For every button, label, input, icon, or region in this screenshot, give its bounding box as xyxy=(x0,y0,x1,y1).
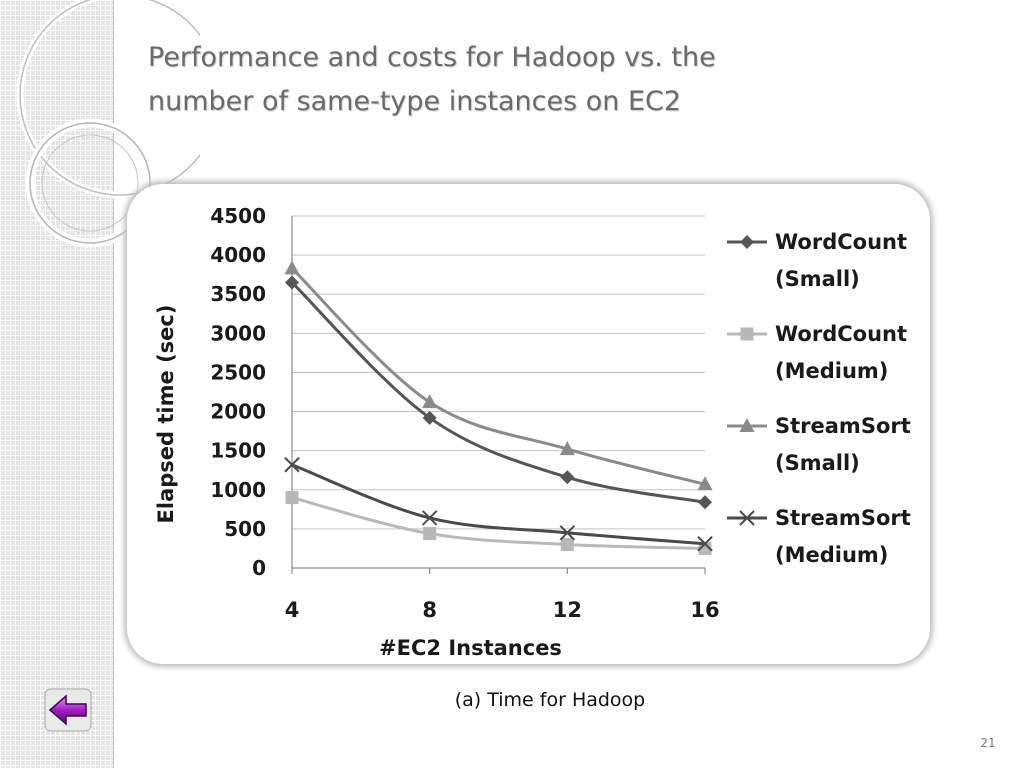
line-chart: 0 500 1000 1500 2000 2500 3000 3500 4000 4500 4 8 12… xyxy=(154,204,911,660)
data-point-series-3 xyxy=(422,394,438,409)
data-point-series-1 xyxy=(285,275,299,290)
legend-label-4: StreamSort xyxy=(775,506,911,530)
y-tick-label: 1500 xyxy=(210,439,266,463)
y-tick-label: 2000 xyxy=(210,400,266,424)
decorative-circles xyxy=(16,0,200,248)
x-tick-label: 8 xyxy=(422,598,437,622)
legend-marker-4 xyxy=(739,510,755,526)
legend-label-3-line-2: (Small) xyxy=(775,451,860,475)
legend-label-1-line-2: (Small) xyxy=(775,267,860,291)
data-point-series-3 xyxy=(284,260,300,275)
y-tick-label: 3500 xyxy=(210,282,266,306)
legend-label-1: WordCount xyxy=(775,230,907,254)
series-line-3 xyxy=(290,267,706,486)
series-line-2 xyxy=(291,496,706,550)
y-tick-label: 500 xyxy=(224,517,266,541)
legend-marker-3 xyxy=(739,418,755,432)
x-tick-label: 12 xyxy=(553,598,582,622)
x-axis-label: #EC2 Instances xyxy=(379,636,562,660)
data-point-series-4 xyxy=(421,510,438,526)
y-tick-label: 2500 xyxy=(210,360,266,384)
y-axis-label: Elapsed time (sec) xyxy=(154,305,178,524)
y-tick-label: 4000 xyxy=(210,243,266,267)
data-point-series-1 xyxy=(560,470,575,485)
data-point-series-4 xyxy=(697,536,713,552)
slide-title: Performance and costs for Hadoop vs. the… xyxy=(148,36,908,124)
slide-title-line-2: number of same-type instances on EC2 xyxy=(148,86,682,117)
page-number: 21 xyxy=(980,736,996,750)
data-point-series-2 xyxy=(560,538,574,552)
back-arrow-icon xyxy=(44,688,92,732)
series-line-4 xyxy=(291,463,706,546)
x-tick-label: 16 xyxy=(690,598,719,622)
data-point-series-1 xyxy=(422,410,437,425)
y-tick-label: 1000 xyxy=(210,478,266,502)
data-point-series-2 xyxy=(698,541,712,555)
legend-marker-1 xyxy=(740,235,754,249)
data-point-series-4 xyxy=(284,457,300,473)
y-tick-label: 3000 xyxy=(210,321,266,345)
x-tick-label: 4 xyxy=(285,598,300,622)
legend-marker-2 xyxy=(740,327,754,341)
series-line-1 xyxy=(290,281,706,504)
data-point-series-3 xyxy=(697,476,713,491)
legend-label-2-line-2: (Medium) xyxy=(775,359,888,383)
data-point-series-3 xyxy=(559,441,575,456)
back-button[interactable] xyxy=(44,688,92,732)
data-point-series-1 xyxy=(698,495,712,510)
data-point-series-4 xyxy=(559,525,576,541)
chart-frame: 0 500 1000 1500 2000 2500 3000 3500 4000 4500 4 8 12… xyxy=(127,184,930,664)
data-point-series-2 xyxy=(285,491,299,505)
y-tick-label: 4500 xyxy=(210,204,266,228)
legend-label-4-line-2: (Medium) xyxy=(775,543,888,567)
legend-label-2: WordCount xyxy=(775,322,907,346)
chart-caption: (a) Time for Hadoop xyxy=(454,689,646,711)
slide-title-line-1: Performance and costs for Hadoop vs. the xyxy=(148,42,716,73)
legend-label-3: StreamSort xyxy=(775,414,911,438)
data-point-series-2 xyxy=(423,527,437,541)
y-tick-label: 0 xyxy=(252,556,266,580)
